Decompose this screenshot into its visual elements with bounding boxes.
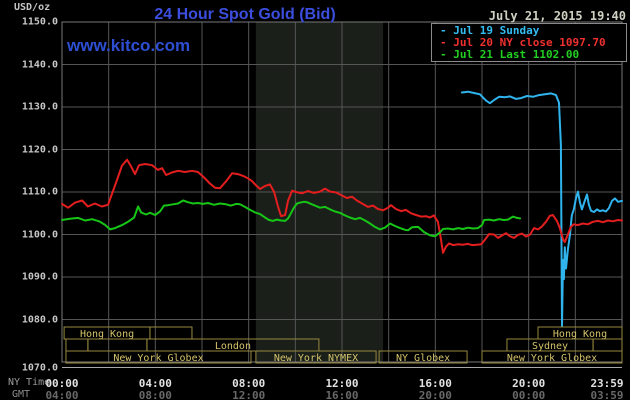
session-label: New York Globex xyxy=(507,353,597,364)
y-tick-label: 1070.0 xyxy=(21,362,58,374)
y-tick-label: 1140.0 xyxy=(21,59,58,70)
session-label: New York Globex xyxy=(113,353,203,364)
chart-title: 24 Hour Spot Gold (Bid) xyxy=(154,6,336,23)
x-tick-label-ny: 00:00 xyxy=(45,377,79,390)
legend-dash-swatch: - xyxy=(440,36,447,49)
y-tick-label: 1130.0 xyxy=(21,101,58,113)
price-line-series-1 xyxy=(61,158,623,254)
kitco-watermark-link[interactable]: www.kitco.com xyxy=(67,36,191,55)
x-axis-caption-ny-time: NY Time xyxy=(8,377,51,388)
x-tick-label-gmt: 04:00 xyxy=(45,389,79,400)
legend-item: - Jul 21 Last 1102.00 xyxy=(440,49,626,61)
session-box xyxy=(592,338,623,352)
y-tick-label: 1150.0 xyxy=(21,16,58,28)
x-axis-caption-gmt: GMT xyxy=(12,389,31,400)
y-tick-label: 1080.0 xyxy=(21,314,58,325)
price-line-series-2 xyxy=(61,199,521,238)
x-tick-label-ny: 12:00 xyxy=(325,377,359,390)
legend-dash-swatch: - xyxy=(440,48,447,61)
x-tick-label-gmt: 00:00 xyxy=(512,389,546,400)
x-tick-label-ny: 08:00 xyxy=(232,377,266,390)
session-label: Sydney xyxy=(532,341,568,352)
y-axis-unit-label: USD/oz xyxy=(14,2,51,13)
x-tick-label-ny: 04:00 xyxy=(138,377,172,390)
legend-box: - Jul 19 Sunday - Jul 20 NY close 1097.70… xyxy=(431,23,627,62)
y-tick-label: 1110.0 xyxy=(21,186,58,198)
price-line-series-0 xyxy=(460,90,623,327)
x-tick-label-ny: 20:00 xyxy=(512,377,546,390)
session-box xyxy=(149,326,193,340)
session-box xyxy=(65,350,252,364)
legend-item-label: Jul 20 NY close 1097.70 xyxy=(453,36,606,49)
y-tick-label: 1100.0 xyxy=(21,229,58,240)
y-tick-label: 1120.0 xyxy=(21,144,58,155)
chart-datetime: July 21, 2015 19:40 xyxy=(488,9,626,23)
session-label: Hong Kong xyxy=(553,329,607,340)
legend-item-label: Jul 19 Sunday xyxy=(453,24,540,37)
plot-frame xyxy=(61,21,623,363)
session-box xyxy=(481,350,623,364)
x-tick-label-ny: 23:59 xyxy=(590,377,624,390)
session-box xyxy=(87,338,148,352)
legend-item: - Jul 20 NY close 1097.70 xyxy=(440,37,626,49)
x-tick-label-gmt: 12:00 xyxy=(232,389,266,400)
session-label: Hong Kong xyxy=(80,329,134,340)
session-box xyxy=(255,350,377,364)
session-box xyxy=(378,350,468,364)
legend-dash-swatch: - xyxy=(440,24,447,37)
x-tick-label-gmt: 08:00 xyxy=(138,389,172,400)
x-tick-label-gmt: 20:00 xyxy=(418,389,452,400)
session-label: London xyxy=(215,341,251,352)
x-tick-label-gmt: 16:00 xyxy=(325,389,359,400)
session-label: NY Globex xyxy=(396,353,450,364)
session-box xyxy=(65,338,89,352)
session-label: New York NYMEX xyxy=(274,353,358,364)
legend-item-label: Jul 21 Last 1102.00 xyxy=(453,48,580,61)
y-tick-label: 1090.0 xyxy=(21,271,58,283)
x-tick-label-gmt: 03:59 xyxy=(590,389,624,400)
legend-item: - Jul 19 Sunday xyxy=(440,25,626,37)
x-tick-label-ny: 16:00 xyxy=(418,377,452,390)
